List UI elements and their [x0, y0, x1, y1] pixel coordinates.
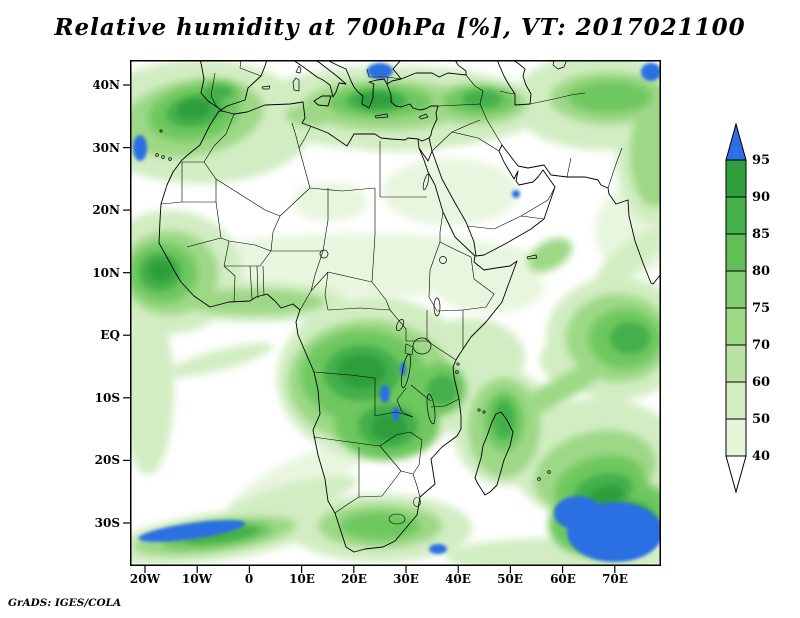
lakes-layer [319, 173, 447, 425]
colorbar-tick-label: 60 [752, 375, 770, 390]
marmara-coastline [386, 78, 402, 85]
lat-tick-10s: 10S [94, 391, 120, 405]
axis-ticks [123, 84, 616, 573]
iberia-med-coastline [220, 60, 268, 111]
colorbar-segment [725, 233, 747, 272]
colorbar-over-arrow [725, 122, 747, 161]
lon-tick-20w: 20W [129, 572, 161, 586]
lon-tick-50e: 50E [497, 572, 523, 586]
colorbar-tick-label: 75 [752, 301, 770, 316]
italy-coastline [292, 60, 347, 98]
corsica-coastline [295, 65, 302, 74]
country-borders-layer [160, 60, 623, 525]
lon-tick-70e: 70E [602, 572, 628, 586]
lat-tick-30n: 30N [92, 141, 120, 155]
colorbar-tick-label: 40 [752, 449, 770, 464]
levant-coastline [417, 105, 439, 142]
credit-text: GrADS: IGES/COLA [8, 597, 122, 609]
caspian-coastline [496, 60, 532, 106]
balearic-coastline [261, 85, 271, 90]
colorbar-tick-labels: 95 90 85 80 75 70 60 50 40 [752, 153, 770, 464]
colorbar-segment [725, 196, 747, 235]
map-frame [130, 60, 661, 566]
colorbar-tick-label: 50 [752, 412, 770, 427]
blacksea-west-coastline [392, 60, 402, 80]
lon-tick-20e: 20E [341, 572, 367, 586]
colorbar-segment [725, 381, 747, 420]
colorbar-tick-label: 80 [752, 264, 770, 279]
lon-tick-30e: 30E [393, 572, 419, 586]
madagascar-coastline [474, 411, 514, 496]
colorbar-segments [725, 122, 747, 494]
lon-tick-10e: 10E [289, 572, 315, 586]
colorbar-tick-label: 95 [752, 153, 770, 168]
colorbar-tick-label: 70 [752, 338, 770, 353]
lon-tick-0: 0 [244, 572, 254, 586]
lon-tick-10w: 10W [181, 572, 213, 586]
colorbar-segment [725, 159, 747, 198]
sardinia-coastline [292, 77, 300, 92]
colorbar-under-arrow [725, 455, 747, 494]
colorbar: 95 90 85 80 75 70 60 50 40 [725, 122, 770, 494]
socotra-coastline [526, 254, 538, 260]
colorbar-tick-label: 85 [752, 227, 770, 242]
turkey-south-coastline [386, 83, 439, 111]
lat-tick-10n: 10N [92, 266, 120, 280]
map-canvas [123, 60, 661, 573]
greece-balkan-coastline [326, 60, 388, 109]
cyprus-coastline [418, 113, 429, 120]
lat-tick-20s: 20S [94, 453, 120, 467]
iran-india-coastline [501, 144, 661, 285]
lat-tick-eq: EQ [100, 328, 120, 342]
small-islands [155, 129, 551, 481]
colorbar-segment [725, 270, 747, 309]
plot-title: Relative humidity at 700hPa [%], VT: 201… [54, 14, 746, 41]
crete-coastline [374, 113, 389, 119]
colorbar-segment [725, 307, 747, 346]
colorbar-segment [725, 344, 747, 383]
lat-tick-30s: 30S [94, 516, 120, 530]
colorbar-tick-label: 90 [752, 190, 770, 205]
turkey-blacksea-coastline [400, 60, 467, 80]
lat-tick-20n: 20N [92, 203, 120, 217]
humidity-shading-layer [130, 60, 661, 566]
sicily-coastline [313, 95, 332, 107]
africa-coastline [158, 101, 518, 553]
lon-tick-40e: 40E [445, 572, 471, 586]
colorbar-segment [725, 418, 747, 457]
lat-tick-40n: 40N [92, 78, 120, 92]
lon-tick-60e: 60E [550, 572, 576, 586]
aral-coastline [552, 60, 567, 70]
sinai-coastline [418, 137, 433, 162]
